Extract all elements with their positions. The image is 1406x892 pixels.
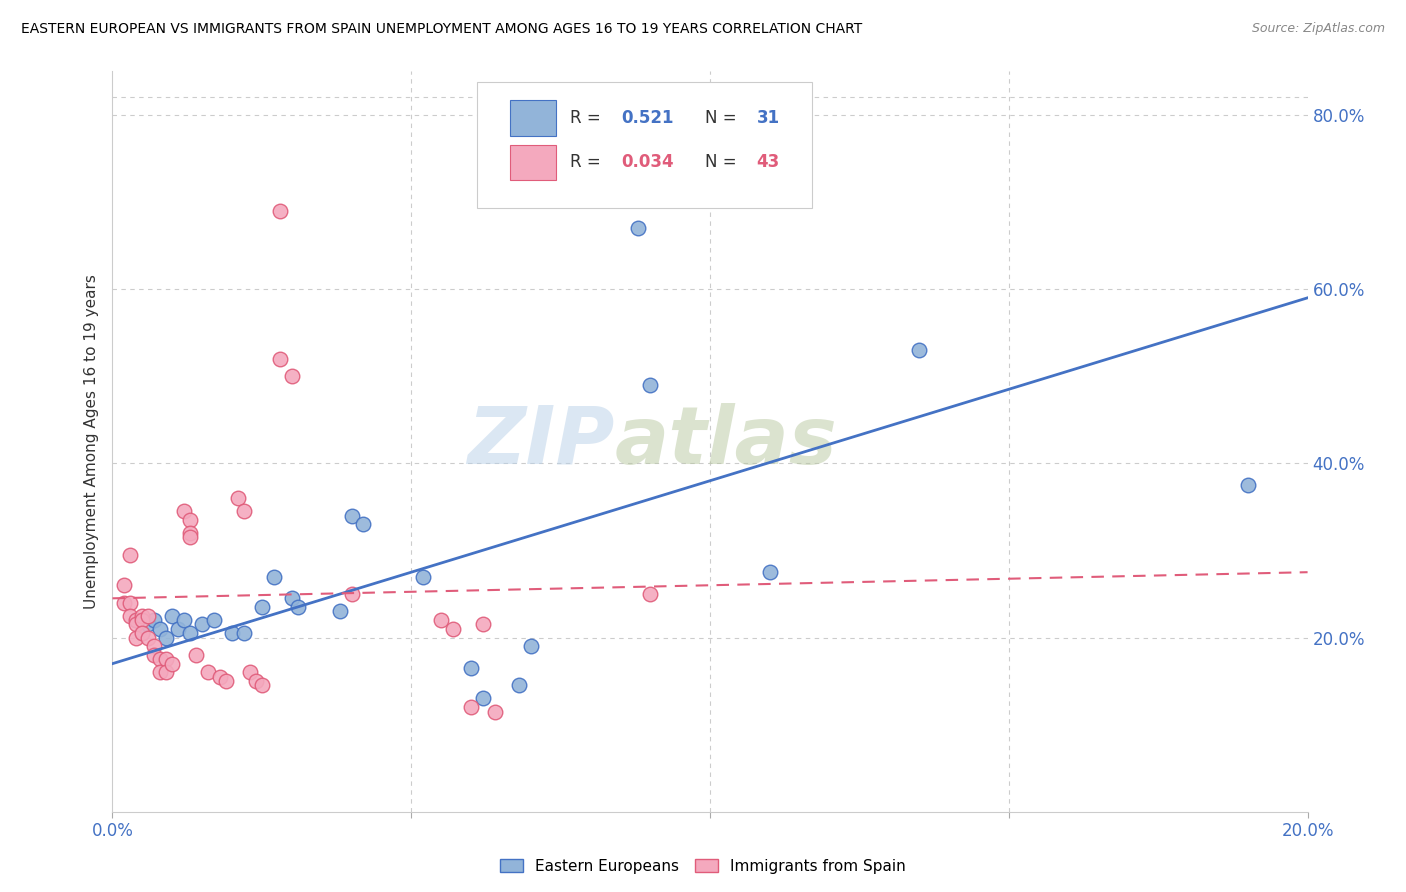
FancyBboxPatch shape (477, 82, 811, 209)
Point (640, 587, 662, 601)
Point (908, 343, 931, 357)
Point (759, 565, 782, 579)
Point (167, 622, 190, 636)
Point (120, 596, 142, 610)
Point (125, 613, 148, 627)
Bar (510, 145, 555, 180)
Point (131, 626, 153, 640)
Point (460, 661, 482, 675)
Text: atlas: atlas (614, 402, 837, 481)
Point (640, 378, 662, 392)
Bar (510, 100, 555, 136)
Point (329, 604, 352, 618)
Point (263, 569, 285, 583)
Text: 0.034: 0.034 (621, 153, 675, 171)
Point (202, 613, 225, 627)
Point (197, 665, 219, 680)
Point (287, 600, 309, 615)
Point (281, 591, 304, 606)
Point (627, 221, 650, 235)
Point (114, 596, 135, 610)
Point (114, 578, 135, 592)
Point (472, 691, 495, 706)
Point (209, 670, 232, 684)
Point (250, 678, 273, 692)
Point (250, 600, 273, 615)
Point (226, 491, 249, 505)
Point (179, 526, 201, 541)
Point (441, 622, 464, 636)
Point (131, 626, 153, 640)
Point (430, 613, 453, 627)
Point (125, 617, 148, 632)
Point (155, 631, 177, 645)
Point (245, 674, 267, 689)
Point (215, 674, 238, 689)
Y-axis label: Unemployment Among Ages 16 to 19 years: Unemployment Among Ages 16 to 19 years (83, 274, 98, 609)
Point (233, 504, 256, 518)
Point (125, 631, 148, 645)
Point (131, 608, 153, 623)
Text: ZIP: ZIP (467, 402, 614, 481)
Point (162, 608, 183, 623)
Point (353, 517, 375, 532)
Point (281, 369, 304, 384)
Point (138, 608, 160, 623)
Point (239, 665, 262, 680)
Point (173, 504, 195, 518)
Point (186, 648, 208, 662)
Point (269, 203, 291, 218)
Point (520, 639, 543, 653)
Point (460, 700, 482, 714)
Text: R =: R = (571, 153, 606, 171)
Point (412, 569, 434, 583)
Text: 31: 31 (756, 109, 780, 127)
Text: Source: ZipAtlas.com: Source: ZipAtlas.com (1251, 22, 1385, 36)
Point (173, 613, 195, 627)
Point (125, 613, 148, 627)
Point (269, 351, 291, 366)
Text: EASTERN EUROPEAN VS IMMIGRANTS FROM SPAIN UNEMPLOYMENT AMONG AGES 16 TO 19 YEARS: EASTERN EUROPEAN VS IMMIGRANTS FROM SPAI… (21, 22, 862, 37)
Point (143, 613, 166, 627)
Point (149, 622, 172, 636)
Point (155, 665, 177, 680)
Point (340, 587, 363, 601)
Text: N =: N = (706, 153, 742, 171)
Point (1237, 478, 1260, 492)
Point (120, 608, 142, 623)
Point (149, 652, 172, 666)
Point (221, 626, 243, 640)
Point (233, 626, 256, 640)
Point (472, 617, 495, 632)
Point (484, 705, 506, 719)
Text: R =: R = (571, 109, 606, 127)
Point (179, 626, 201, 640)
Text: 43: 43 (756, 153, 780, 171)
Point (191, 617, 214, 632)
Text: N =: N = (706, 109, 742, 127)
Point (508, 678, 530, 692)
Legend: Eastern Europeans, Immigrants from Spain: Eastern Europeans, Immigrants from Spain (495, 853, 911, 880)
Point (149, 665, 172, 680)
Point (143, 639, 166, 653)
Point (340, 508, 363, 523)
Point (120, 548, 142, 562)
Point (179, 513, 201, 527)
Point (162, 657, 183, 671)
Text: 0.521: 0.521 (621, 109, 673, 127)
Point (131, 613, 153, 627)
Point (138, 617, 160, 632)
Point (138, 631, 160, 645)
Point (155, 652, 177, 666)
Point (179, 530, 201, 544)
Point (143, 648, 166, 662)
